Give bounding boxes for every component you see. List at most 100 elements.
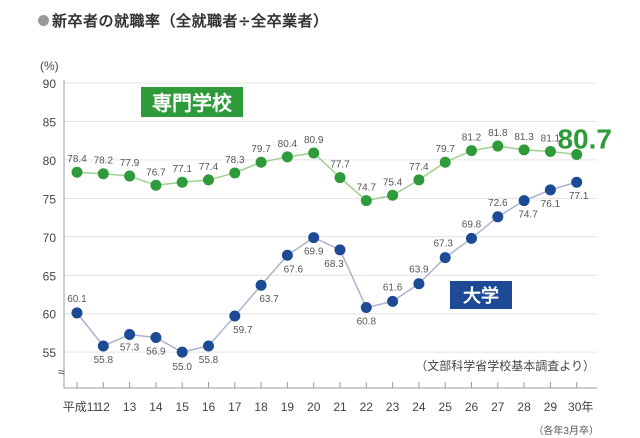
x-tick-label: 23 [386,400,400,414]
data-label: 78.2 [94,156,114,167]
data-label: 69.9 [304,247,324,258]
data-label: 67.6 [284,264,304,275]
data-point [281,249,293,261]
data-label: 72.6 [488,198,508,209]
data-label: 79.7 [435,144,455,155]
data-label: 60.8 [357,317,377,328]
data-point [387,189,399,201]
data-label: 63.9 [409,265,429,276]
x-tick-label: 22 [360,400,374,414]
data-point [334,172,346,184]
data-point [71,166,83,178]
data-label: 75.4 [383,177,403,188]
data-label: 79.7 [251,144,271,155]
data-point [150,179,162,191]
x-tick-label: 29 [544,400,558,414]
data-point [439,156,451,168]
data-label: 80.4 [278,139,298,150]
data-label-highlight: 80.7 [557,124,612,155]
y-tick-label: 90 [43,77,57,91]
data-label: 60.1 [67,294,87,305]
data-point [308,147,320,159]
source-note: （文部科学省学校基本調査より） [415,358,595,373]
x-tick-label: 平成11 [63,400,100,414]
data-point [466,145,477,157]
x-tick-label: 20 [307,400,321,414]
data-point [466,232,477,244]
x-tick-label: 16 [202,400,216,414]
y-axis-unit: (%) [40,59,59,73]
data-label: 56.9 [146,347,166,358]
data-label: 55.8 [94,355,114,366]
data-point [176,346,188,358]
data-point [255,156,267,168]
data-label: 77.1 [569,191,589,202]
data-point [281,151,293,163]
data-point [518,144,530,156]
data-point [492,211,504,223]
data-label: 67.3 [433,239,453,250]
x-tick-label: 25 [439,400,453,414]
chart-title: 新卒者の就職率（全就職者÷全卒業者） [38,10,329,31]
data-label: 77.4 [409,162,429,173]
data-point [203,174,214,186]
data-point [360,302,372,314]
y-tick-label: 65 [43,269,57,283]
data-label: 77.1 [172,164,192,175]
y-tick-label: 60 [43,308,57,322]
data-label: 59.7 [233,325,253,336]
data-label: 55.8 [199,355,219,366]
chart-title-text: 新卒者の就職率（全就職者÷全卒業者） [52,12,329,30]
data-label: 74.7 [357,183,377,194]
x-tick-label: 18 [254,400,268,414]
data-point [71,307,83,319]
data-point [571,176,583,188]
data-point [413,174,425,186]
x-tick-label: 30年 [568,400,593,414]
y-tick-label: 75 [43,192,57,206]
data-point [150,332,162,344]
data-point [571,149,583,161]
data-label: 81.3 [514,132,534,143]
data-point [203,340,214,352]
data-point [387,295,399,307]
data-point [255,279,267,291]
x-tick-label: 14 [149,400,163,414]
data-label: 78.3 [225,155,245,166]
x-tick-label: 21 [333,400,347,414]
data-label: 77.9 [120,158,140,169]
x-tick-label: 15 [176,400,190,414]
data-point [124,328,136,340]
bullet-icon [38,15,49,26]
data-point [229,167,241,179]
data-point [544,184,556,196]
data-point [439,252,451,264]
data-point [308,232,320,244]
legend-label-daigaku: 大学 [463,285,499,307]
data-label: 74.7 [518,210,538,221]
legend-box-senmon [141,87,243,117]
x-tick-label: 28 [517,400,531,414]
data-label: 78.4 [67,154,87,165]
data-label: 55.0 [172,362,192,373]
y-tick-label: 55 [43,346,57,360]
legend-box-daigaku [450,281,512,309]
x-tick-label: 26 [465,400,479,414]
data-label: 77.4 [199,162,219,173]
x-tick-label: 12 [97,400,111,414]
data-point [334,244,346,256]
data-point [97,340,109,352]
y-tick-label: 80 [43,154,57,168]
data-point [97,168,109,180]
x-tick-label: 13 [123,400,137,414]
y-tick-label: 85 [43,115,57,129]
data-label: 69.8 [462,219,482,230]
x-tick-label: 19 [281,400,295,414]
data-label: 57.3 [120,342,140,353]
data-label: 63.7 [259,294,279,305]
x-tick-label: 27 [491,400,505,414]
y-tick-label: 70 [43,231,57,245]
data-point [413,278,425,290]
data-point [492,140,504,152]
